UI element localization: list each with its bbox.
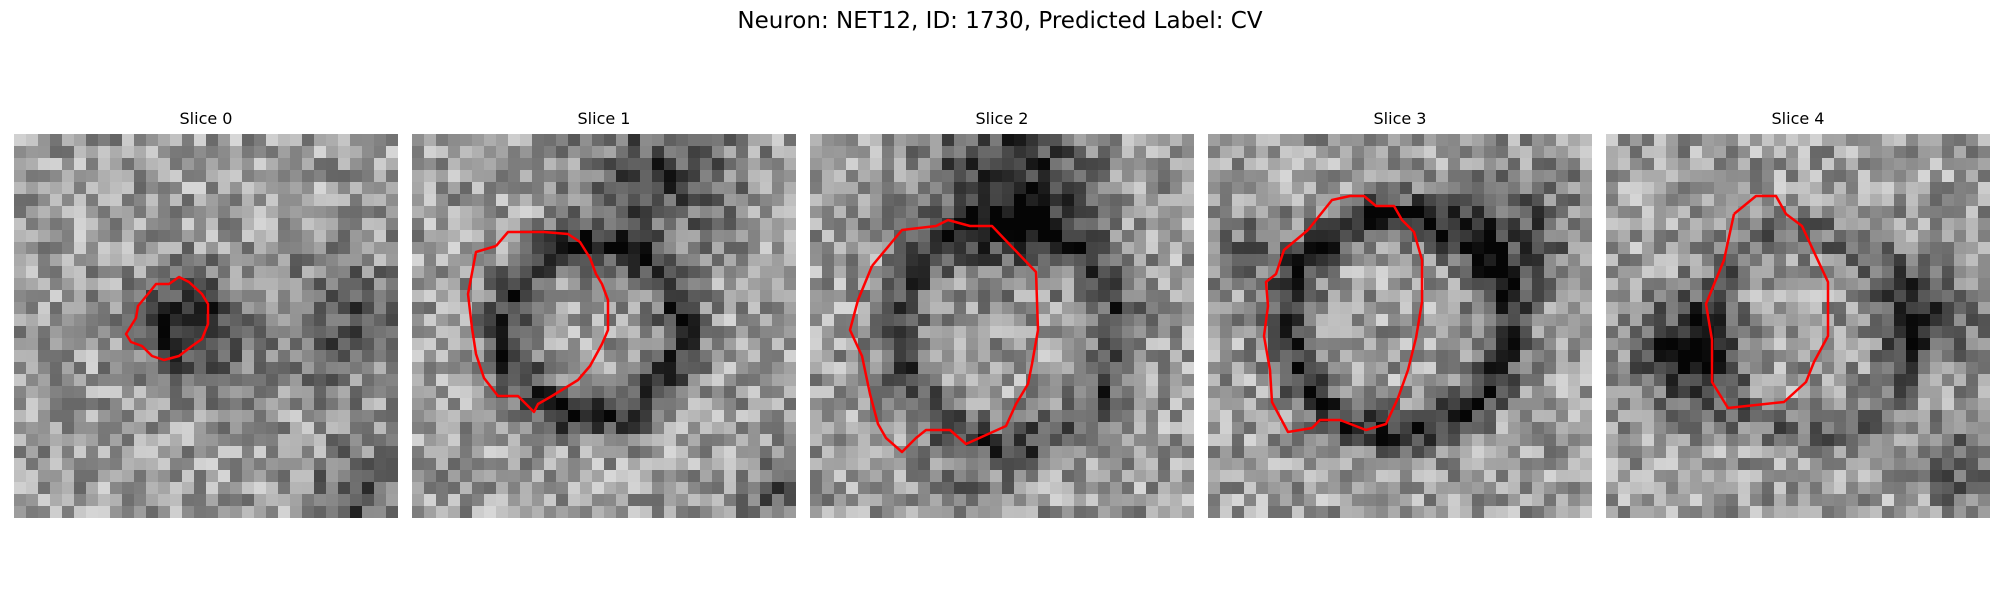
slice-panel-1: Slice 1 (412, 108, 796, 518)
slice-panel-0: Slice 0 (14, 108, 398, 518)
segmentation-contour (1704, 194, 1830, 410)
slice-panel-2: Slice 2 (810, 108, 1194, 518)
slice-title: Slice 0 (179, 109, 233, 128)
segmentation-contour (466, 230, 610, 414)
figure-title: Neuron: NET12, ID: 1730, Predicted Label… (737, 8, 1263, 34)
slice-title: Slice 1 (577, 109, 631, 128)
slice-image (14, 134, 398, 518)
segmentation-contour (848, 218, 1040, 454)
slice-title: Slice 2 (975, 109, 1029, 128)
slice-image (1208, 134, 1592, 518)
slice-panel-3: Slice 3 (1208, 108, 1592, 518)
slice-image (412, 134, 796, 518)
segmentation-contour (1262, 194, 1424, 434)
slice-title: Slice 3 (1373, 109, 1427, 128)
slice-image (810, 134, 1194, 518)
slice-panel-4: Slice 4 (1606, 108, 1990, 518)
slice-image (1606, 134, 1990, 518)
segmentation-contour (124, 275, 210, 362)
slice-title: Slice 4 (1771, 109, 1825, 128)
